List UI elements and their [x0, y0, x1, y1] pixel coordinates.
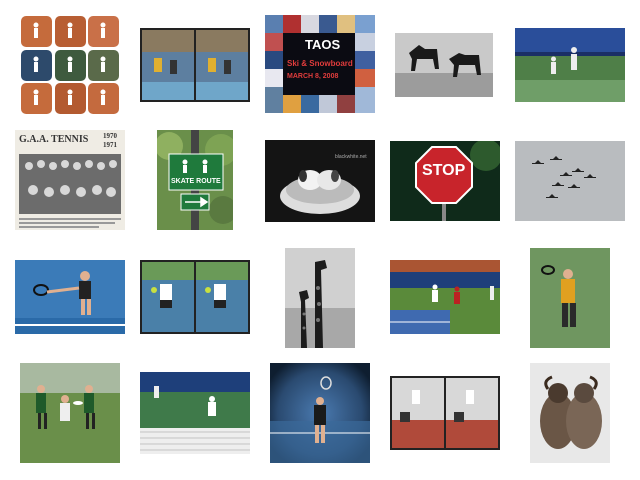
- taos-date-text: MARCH 8, 2008: [287, 73, 339, 80]
- thumbnail-frisbee-game[interactable]: [20, 363, 120, 463]
- thumbnail-tennis-doubles-court[interactable]: [390, 260, 500, 334]
- stop-sign-text: STOP: [422, 162, 466, 179]
- thumbnail-tennis-doubles-stereo[interactable]: [140, 28, 250, 102]
- tennis-forehand-image: [15, 260, 125, 334]
- tennis-collage-image: [20, 15, 120, 115]
- thumbnail-sheep-pair[interactable]: [530, 363, 610, 463]
- yearbook-year-2-text: 1971: [103, 141, 117, 149]
- yearbook-year-1-text: 1970: [103, 132, 117, 140]
- thumbnail-tennis-volley-stereo[interactable]: [140, 260, 250, 334]
- thumbnail-tennis-player-baseline[interactable]: [140, 372, 250, 454]
- thumbnail-tennis-smash-blue[interactable]: [515, 28, 625, 102]
- skate-route-sign-text: SKATE ROUTE: [171, 178, 221, 185]
- thumbnail-two-horses-bw[interactable]: [395, 33, 493, 97]
- tennis-stereo-image: [140, 28, 250, 102]
- thumbnail-tennis-serve-vignette[interactable]: [270, 363, 370, 463]
- puppies-image: [265, 140, 375, 222]
- thumbnail-taos-poster-collage[interactable]: TAOS Ski & Snowboard MARCH 8, 2008: [265, 15, 375, 113]
- giraffes-image: [285, 248, 355, 348]
- taos-poster-image: [265, 15, 375, 113]
- thumbnail-tennis-serve-green[interactable]: [530, 248, 610, 348]
- frisbee-image: [20, 363, 120, 463]
- thumbnail-planes-formation[interactable]: [515, 141, 625, 221]
- thumbnail-gaa-tennis-yearbook[interactable]: G.A.A. TENNIS 1970 1971: [15, 130, 125, 230]
- tennis-doubles-image: [390, 260, 500, 334]
- thumbnail-giraffes-bw[interactable]: [285, 248, 355, 348]
- yearbook-title-text: G.A.A. TENNIS: [19, 134, 89, 145]
- skate-route-image: [157, 130, 233, 230]
- tennis-baseline-image: [140, 372, 250, 454]
- thumbnail-tennis-forehand-blue[interactable]: [15, 260, 125, 334]
- tennis-serve-image: [530, 248, 610, 348]
- tennis-volley-stereo-image: [140, 260, 250, 334]
- taos-event-text: Ski & Snowboard: [287, 59, 353, 68]
- thumbnail-stop-sign-night[interactable]: STOP: [390, 141, 500, 221]
- yearbook-image: [15, 130, 125, 230]
- planes-image: [515, 141, 625, 221]
- tennis-vignette-image: [270, 363, 370, 463]
- thumbnail-tennis-collage-clay[interactable]: [20, 15, 120, 115]
- tennis-stereo-net-image: [390, 376, 500, 450]
- taos-title-text: TAOS: [305, 37, 341, 52]
- thumbnail-puppies-in-bowl[interactable]: blackwhite.net: [265, 140, 375, 222]
- thumbnail-skate-route-sign[interactable]: SKATE ROUTE: [157, 130, 233, 230]
- stop-sign-image: [390, 141, 500, 221]
- tennis-smash-image: [515, 28, 625, 102]
- thumbnail-tennis-stereo-net[interactable]: [390, 376, 500, 450]
- sheep-image: [530, 363, 610, 463]
- puppies-watermark-text: blackwhite.net: [335, 154, 367, 160]
- horses-image: [395, 33, 493, 97]
